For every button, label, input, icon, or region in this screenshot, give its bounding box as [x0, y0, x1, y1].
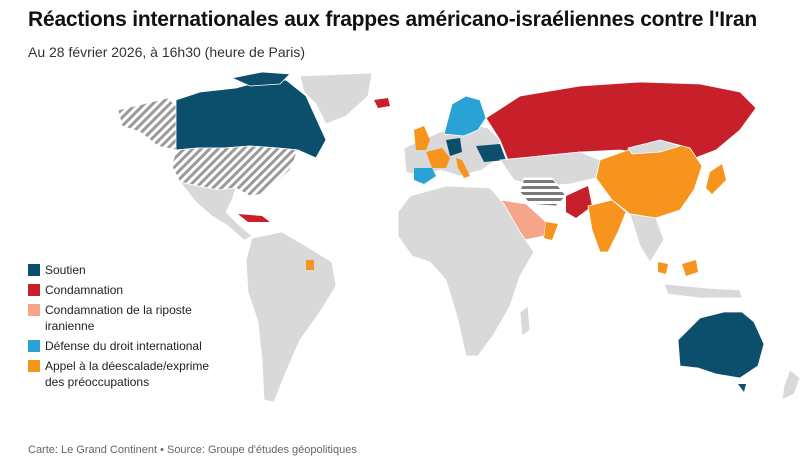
iceland [374, 98, 390, 108]
arctic-islands [230, 71, 291, 87]
tasmania [738, 384, 746, 392]
source-footer: Carte: Le Grand Continent • Source: Grou… [28, 444, 357, 456]
legend-swatch-soutien [28, 264, 40, 276]
legend-item-appel: Appel à la déescalade/exprime des préocc… [28, 358, 218, 390]
guyane [306, 260, 314, 270]
legend-label: Soutien [45, 263, 86, 277]
se-asia [629, 213, 665, 263]
pakistan [566, 186, 592, 218]
spain [414, 168, 436, 184]
japan [706, 164, 726, 194]
mexico [178, 181, 253, 241]
greenland [299, 72, 373, 125]
legend-label: Appel à la déescalade/exprime des préocc… [45, 359, 210, 389]
legend-swatch-condamnation-riposte [28, 304, 40, 316]
world-map [117, 71, 801, 403]
africa [397, 185, 535, 357]
legend-swatch-appel [28, 360, 40, 372]
france [426, 148, 450, 168]
italy [456, 158, 470, 178]
indonesia-borneo [682, 260, 698, 276]
malaysia [658, 262, 668, 274]
legend-item-condamnation-riposte: Condamnation de la riposte iranienne [28, 302, 218, 334]
oman [544, 222, 558, 240]
madagascar [519, 305, 531, 337]
legend-label: Condamnation de la riposte iranienne [45, 303, 192, 333]
map-title: Réactions internationales aux frappes am… [28, 8, 757, 31]
alaska [117, 97, 179, 151]
india [587, 199, 627, 253]
uk [414, 126, 430, 150]
scandinavia [443, 95, 487, 137]
new-zealand [781, 369, 801, 401]
iran [519, 177, 567, 207]
cuba [238, 214, 270, 222]
legend-label: Condamnation [45, 283, 124, 297]
legend-label: Défense du droit international [45, 339, 202, 353]
australia [677, 311, 765, 379]
mongolia [627, 139, 682, 155]
legend-swatch-defense-droit [28, 340, 40, 352]
legend: Soutien Condamnation Condamnation de la … [28, 262, 218, 394]
legend-item-condamnation: Condamnation [28, 282, 218, 298]
map-subtitle: Au 28 février 2026, à 16h30 (heure de Pa… [28, 44, 306, 60]
legend-item-defense-droit: Défense du droit international [28, 338, 218, 354]
russia [485, 81, 757, 161]
ukraine [476, 144, 506, 162]
indonesia [663, 283, 743, 299]
germany [446, 138, 462, 156]
legend-swatch-condamnation [28, 284, 40, 296]
south-america [245, 231, 337, 403]
legend-item-soutien: Soutien [28, 262, 218, 278]
